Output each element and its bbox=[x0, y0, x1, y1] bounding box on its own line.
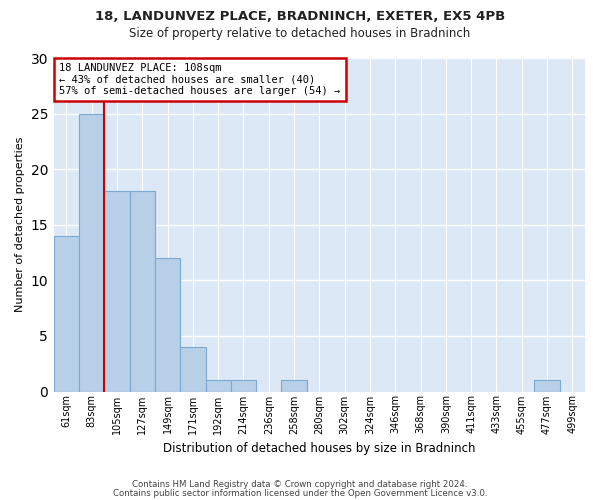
Y-axis label: Number of detached properties: Number of detached properties bbox=[15, 137, 25, 312]
X-axis label: Distribution of detached houses by size in Bradninch: Distribution of detached houses by size … bbox=[163, 442, 476, 455]
Bar bbox=[180, 347, 206, 392]
Bar bbox=[130, 192, 155, 392]
Text: Contains public sector information licensed under the Open Government Licence v3: Contains public sector information licen… bbox=[113, 488, 487, 498]
Bar bbox=[281, 380, 307, 392]
Bar bbox=[104, 192, 130, 392]
Bar bbox=[231, 380, 256, 392]
Bar bbox=[54, 236, 79, 392]
Text: Contains HM Land Registry data © Crown copyright and database right 2024.: Contains HM Land Registry data © Crown c… bbox=[132, 480, 468, 489]
Text: 18 LANDUNVEZ PLACE: 108sqm
← 43% of detached houses are smaller (40)
57% of semi: 18 LANDUNVEZ PLACE: 108sqm ← 43% of deta… bbox=[59, 63, 340, 96]
Bar bbox=[206, 380, 231, 392]
Bar bbox=[79, 114, 104, 392]
Bar bbox=[535, 380, 560, 392]
Text: Size of property relative to detached houses in Bradninch: Size of property relative to detached ho… bbox=[130, 28, 470, 40]
Text: 18, LANDUNVEZ PLACE, BRADNINCH, EXETER, EX5 4PB: 18, LANDUNVEZ PLACE, BRADNINCH, EXETER, … bbox=[95, 10, 505, 23]
Bar bbox=[155, 258, 180, 392]
